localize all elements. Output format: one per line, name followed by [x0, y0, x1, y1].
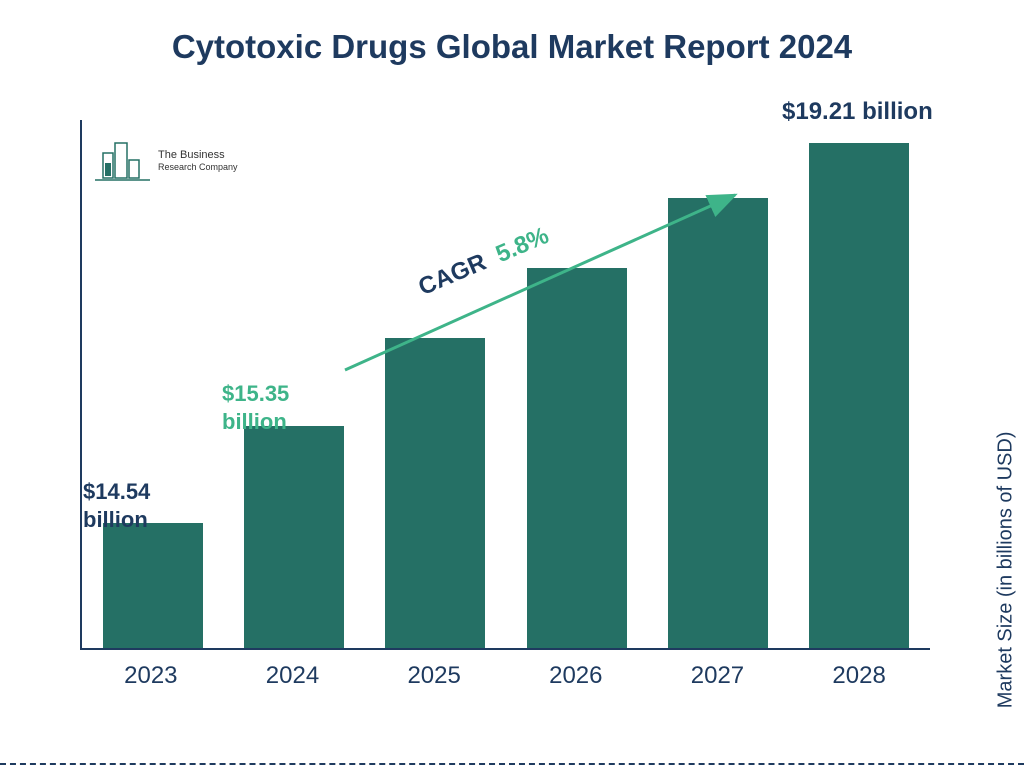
bar-group — [380, 338, 490, 648]
bar — [385, 338, 485, 648]
chart-title: Cytotoxic Drugs Global Market Report 202… — [0, 28, 1024, 66]
value-label-2028: $19.21 billion — [782, 98, 933, 126]
x-axis-label: 2028 — [804, 662, 914, 690]
bar-group — [522, 268, 632, 648]
y-axis-label: Market Size (in billions of USD) — [995, 432, 1018, 709]
bar — [527, 268, 627, 648]
chart-area: 2023 2024 2025 2026 2027 2028 — [80, 120, 930, 690]
x-axis-label: 2024 — [237, 662, 347, 690]
bar-group — [98, 523, 208, 648]
value-label-2024: $15.35billion — [222, 380, 289, 435]
x-axis-label: 2027 — [662, 662, 772, 690]
bar-group — [239, 426, 349, 648]
bars-container — [80, 120, 930, 650]
bar-group — [663, 198, 773, 648]
bar — [244, 426, 344, 648]
x-axis-label: 2025 — [379, 662, 489, 690]
bar-group — [804, 143, 914, 648]
bar — [668, 198, 768, 648]
x-axis-labels: 2023 2024 2025 2026 2027 2028 — [80, 662, 930, 690]
dashed-divider — [0, 763, 1024, 765]
value-label-2023: $14.54billion — [83, 478, 150, 533]
bar — [103, 523, 203, 648]
bar — [809, 143, 909, 648]
x-axis-label: 2026 — [521, 662, 631, 690]
x-axis-label: 2023 — [96, 662, 206, 690]
